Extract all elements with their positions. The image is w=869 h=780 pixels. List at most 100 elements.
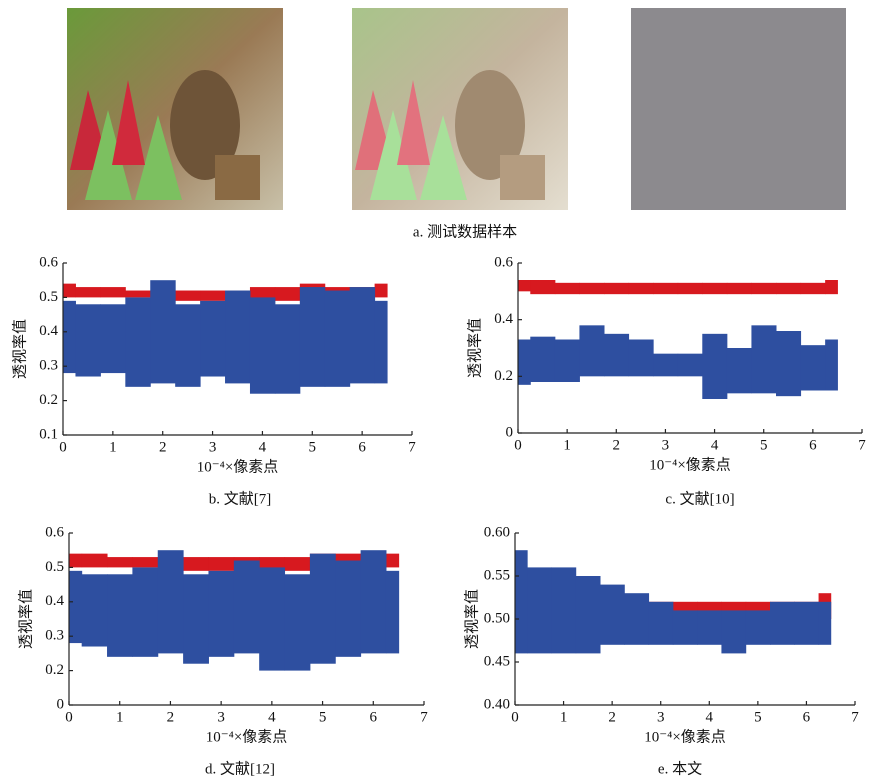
band-segment bbox=[702, 283, 727, 294]
band-segment bbox=[125, 291, 150, 298]
band-segment bbox=[530, 337, 555, 382]
x-tick-label: 6 bbox=[809, 437, 817, 453]
band-segment bbox=[825, 280, 838, 294]
band-segment bbox=[200, 291, 225, 301]
band-segment bbox=[132, 567, 158, 656]
band-segment bbox=[234, 561, 260, 654]
band-segment bbox=[825, 340, 838, 391]
x-axis-label: 10⁻⁴×像素点 bbox=[197, 458, 279, 475]
band-segment bbox=[386, 554, 399, 568]
y-tick-label: 0.6 bbox=[45, 524, 64, 540]
x-tick-label: 0 bbox=[514, 437, 522, 453]
band-segment bbox=[285, 557, 311, 571]
band-segment bbox=[250, 297, 275, 393]
band-segment bbox=[350, 287, 375, 383]
band-segment bbox=[751, 325, 776, 393]
x-tick-label: 3 bbox=[217, 709, 225, 725]
y-tick-label: 0.2 bbox=[45, 662, 64, 678]
band-segment bbox=[702, 334, 727, 399]
y-axis-label: 透视率值 bbox=[463, 589, 480, 649]
x-tick-label: 1 bbox=[109, 439, 117, 455]
band-segment bbox=[624, 593, 649, 645]
x-axis-label: 10⁻⁴×像素点 bbox=[649, 456, 731, 473]
band-segment bbox=[604, 283, 629, 294]
band-segment bbox=[69, 554, 82, 568]
caption: b. 文献[7] bbox=[209, 490, 272, 507]
band-segment bbox=[794, 602, 819, 645]
band-segment bbox=[801, 283, 826, 294]
x-tick-label: 4 bbox=[706, 709, 714, 725]
y-tick-label: 0 bbox=[57, 696, 65, 712]
band-segment bbox=[678, 283, 703, 294]
band-segment bbox=[325, 291, 350, 387]
band-segment bbox=[527, 567, 552, 653]
x-tick-label: 2 bbox=[613, 437, 621, 453]
x-axis-label: 10⁻⁴×像素点 bbox=[644, 728, 726, 745]
x-tick-label: 4 bbox=[711, 437, 719, 453]
x-tick-label: 7 bbox=[420, 709, 428, 725]
band-segment bbox=[75, 304, 100, 376]
band-segment bbox=[518, 340, 531, 385]
x-tick-label: 5 bbox=[319, 709, 327, 725]
band-segment bbox=[600, 585, 625, 645]
band-segment bbox=[158, 550, 184, 653]
y-tick-label: 0.40 bbox=[484, 696, 510, 712]
y-tick-label: 0.4 bbox=[45, 593, 64, 609]
band-segment bbox=[75, 287, 100, 297]
band-segment bbox=[183, 574, 209, 663]
band-segment bbox=[604, 334, 629, 377]
y-tick-label: 0.5 bbox=[39, 289, 58, 305]
band-segment bbox=[275, 304, 300, 393]
band-segment bbox=[208, 557, 234, 571]
x-tick-label: 7 bbox=[858, 437, 866, 453]
y-tick-label: 0.2 bbox=[39, 392, 58, 408]
y-axis-label: 透视率值 bbox=[17, 589, 34, 649]
band-segment bbox=[375, 301, 388, 384]
band-segment bbox=[107, 557, 133, 567]
y-tick-label: 0.4 bbox=[494, 311, 513, 327]
band-segment bbox=[208, 571, 234, 657]
band-segment bbox=[530, 280, 555, 294]
y-tick-label: 0.3 bbox=[45, 628, 64, 644]
band-segment bbox=[629, 340, 654, 377]
x-tick-label: 2 bbox=[167, 709, 175, 725]
caption: d. 文献[12] bbox=[205, 760, 275, 777]
band-segment bbox=[259, 567, 285, 670]
image-enhanced bbox=[352, 8, 568, 210]
y-tick-label: 0.5 bbox=[45, 559, 64, 575]
band-segment bbox=[63, 284, 76, 298]
y-tick-label: 0.4 bbox=[39, 323, 58, 339]
y-tick-label: 0.1 bbox=[39, 426, 58, 442]
band-segment bbox=[751, 283, 776, 294]
band-segment bbox=[225, 291, 250, 384]
x-axis-label: 10⁻⁴×像素点 bbox=[206, 728, 288, 745]
band-segment bbox=[175, 291, 200, 301]
x-tick-label: 0 bbox=[59, 439, 67, 455]
band-segment bbox=[200, 301, 225, 377]
image-original bbox=[67, 8, 283, 210]
figure: a. 测试数据样本 0.10.20.30.40.50.60123456710⁻⁴… bbox=[0, 0, 869, 780]
x-tick-label: 6 bbox=[803, 709, 811, 725]
y-tick-label: 0.55 bbox=[484, 567, 510, 583]
y-tick-label: 0.6 bbox=[39, 254, 58, 270]
band-segment bbox=[183, 557, 209, 571]
y-tick-label: 0.60 bbox=[484, 524, 510, 540]
y-tick-label: 0.2 bbox=[494, 368, 513, 384]
band-segment bbox=[150, 280, 175, 383]
band-segment bbox=[653, 283, 678, 294]
band-segment bbox=[649, 602, 674, 645]
x-tick-label: 1 bbox=[560, 709, 568, 725]
band-segment bbox=[673, 610, 698, 644]
band-segment bbox=[629, 283, 654, 294]
band-segment bbox=[518, 280, 531, 291]
band-segment bbox=[375, 284, 388, 298]
band-segment bbox=[770, 602, 795, 645]
band-segment bbox=[746, 610, 771, 644]
x-tick-label: 0 bbox=[511, 709, 519, 725]
band-segment bbox=[576, 576, 601, 653]
x-tick-label: 3 bbox=[662, 437, 670, 453]
band-segment bbox=[819, 602, 832, 645]
x-tick-label: 1 bbox=[563, 437, 571, 453]
band-segment bbox=[132, 557, 158, 567]
band-segment bbox=[555, 340, 580, 383]
